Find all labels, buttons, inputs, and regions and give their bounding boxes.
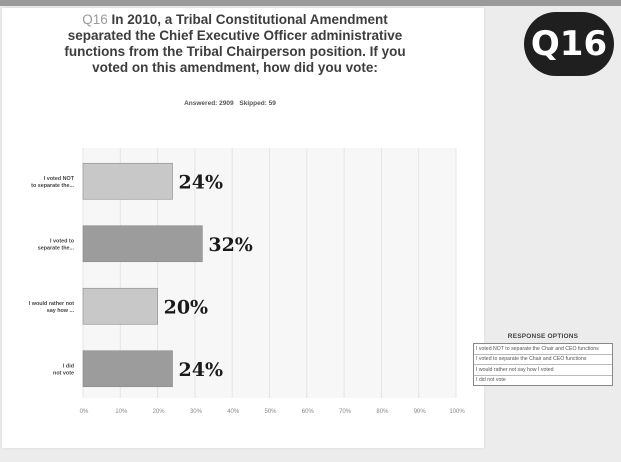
x-tick-label: 30% [190, 409, 203, 415]
bar [82, 162, 173, 200]
legend-item: I would rather not say how I voted [474, 365, 612, 376]
x-tick-label: 90% [414, 409, 427, 415]
legend-item: I did not vote [476, 377, 506, 383]
x-tick-label: 40% [227, 409, 240, 415]
question-text: In 2010, a Tribal Constitutional Amendme… [64, 12, 406, 75]
x-tick-label: 20% [153, 409, 166, 415]
bar [82, 350, 173, 388]
chart-title: Q16 In 2010, a Tribal Constitutional Ame… [60, 12, 410, 76]
data-label: 24% [179, 171, 224, 193]
category-label: I voted NOT to separate the... [31, 176, 75, 189]
legend-box: I voted NOT to separate the Chair and CE… [473, 343, 613, 386]
x-tick-label: 0% [80, 409, 89, 415]
x-tick-label: 100% [449, 409, 465, 415]
skipped-count: Skipped: 59 [239, 100, 276, 107]
data-label: 24% [179, 359, 224, 381]
legend-title: RESPONSE OPTIONS [507, 333, 579, 340]
x-tick-label: 50% [264, 409, 277, 415]
answered-count: Answered: 2909 [184, 100, 234, 107]
data-label: 32% [208, 234, 253, 256]
bar [82, 225, 203, 263]
question-badge: Q16 [524, 12, 614, 76]
data-label: 20% [164, 296, 209, 318]
top-rule [0, 0, 621, 6]
category-label: I would rather not say how ... [29, 301, 75, 314]
response-counts: Answered: 2909 Skipped: 59 [130, 100, 330, 107]
response-options-legend: RESPONSE OPTIONS I voted NOT to separate… [473, 333, 613, 386]
category-label: I voted to separate the... [38, 238, 75, 251]
category-label: I did not vote [53, 363, 74, 376]
legend-item: I voted to separate the Chair and CEO fu… [474, 355, 612, 365]
x-tick-label: 10% [115, 409, 128, 415]
question-number: Q16 [82, 12, 108, 27]
legend-item: I voted NOT to separate the Chair and CE… [474, 344, 612, 355]
x-tick-label: 80% [376, 409, 389, 415]
x-tick-label: 70% [339, 409, 352, 415]
x-tick-label: 60% [302, 409, 315, 415]
bar [82, 287, 158, 325]
